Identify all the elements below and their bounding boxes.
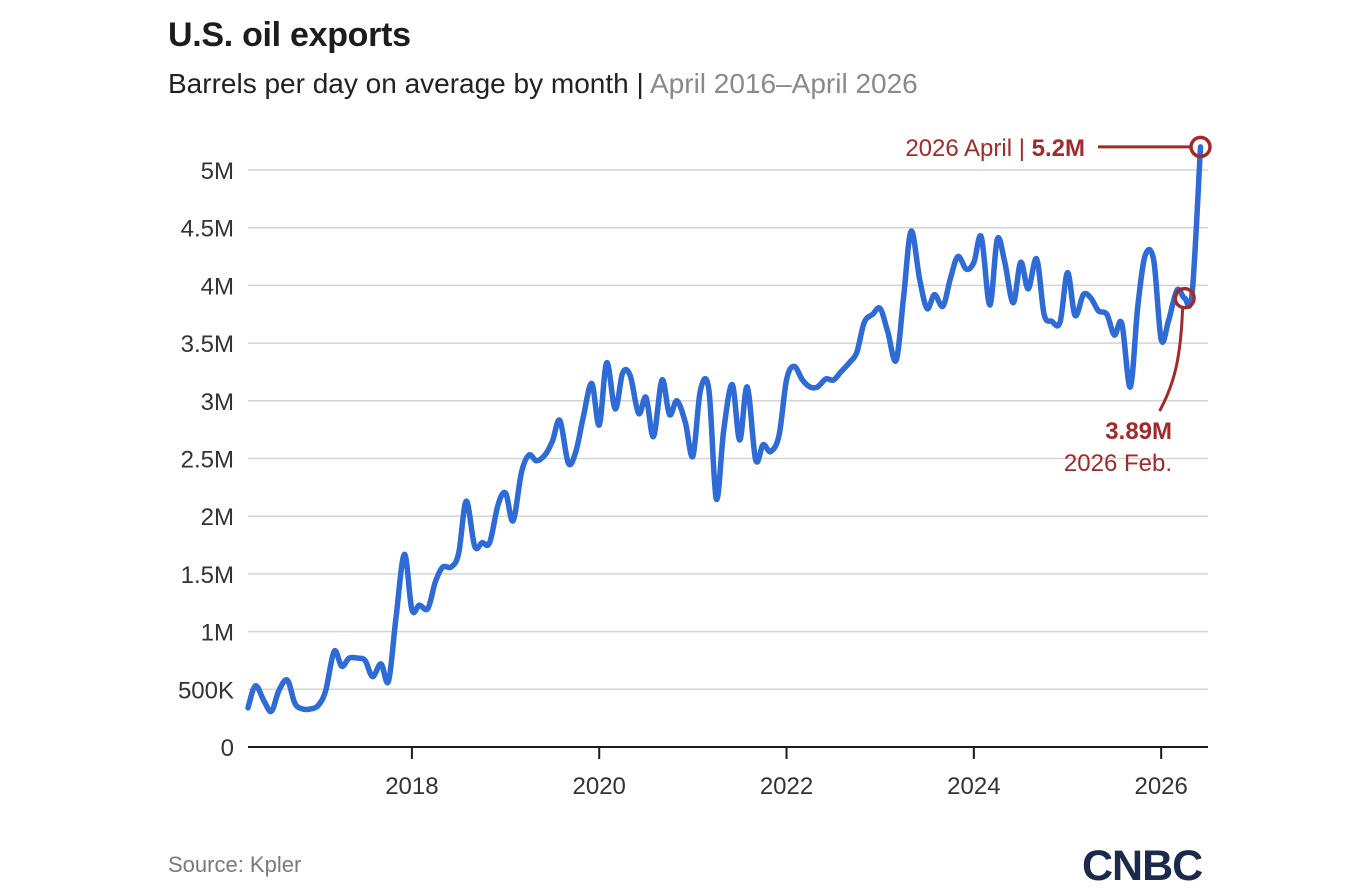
annotation-label-april: 2026 April | 5.2M (905, 135, 1085, 162)
y-tick-label: 0 (221, 735, 234, 762)
annotation-leader-feb (1158, 309, 1185, 412)
x-tick-label: 2018 (385, 773, 438, 800)
y-tick-label: 4.5M (181, 216, 234, 243)
y-tick-label: 2M (201, 504, 234, 531)
y-tick-label: 500K (178, 677, 234, 704)
subtitle-date-range: April 2016–April 2026 (650, 68, 918, 99)
annotation-april-value: 5.2M (1032, 135, 1085, 162)
y-tick-label: 1.5M (181, 562, 234, 589)
subtitle-main: Barrels per day on average by month (168, 68, 629, 99)
x-tick-label: 2024 (947, 773, 1000, 800)
source-note: Source: Kpler (168, 852, 302, 877)
subtitle-separator: | (628, 68, 650, 99)
annotation-marker-feb (1173, 286, 1196, 310)
cnbc-logo-text: CNBC (1082, 842, 1202, 886)
annotation-feb-date: 2026 Feb. (1064, 450, 1172, 477)
cnbc-logo: CNBC (1082, 842, 1203, 886)
y-tick-label: 4M (201, 273, 234, 300)
series-line-oil-exports (245, 144, 1204, 715)
x-tick-label: 2020 (573, 773, 626, 800)
y-tick-label: 1M (201, 620, 234, 647)
chart-title: U.S. oil exports (168, 16, 411, 54)
y-tick-label: 5M (201, 158, 234, 185)
y-tick-label: 3.5M (181, 331, 234, 358)
annotation-marker-april (1189, 135, 1212, 159)
x-tick-label: 2026 (1134, 773, 1187, 800)
y-tick-label: 3M (201, 389, 234, 416)
y-tick-label: 2.5M (181, 447, 234, 474)
annotation-feb-value: 3.89M (1105, 418, 1172, 445)
chart-subtitle: Barrels per day on average by month | Ap… (168, 68, 918, 100)
annotation-april-date: 2026 April (905, 135, 1012, 162)
x-tick-label: 2022 (760, 773, 813, 800)
annotation-april-separator: | (1012, 135, 1032, 162)
